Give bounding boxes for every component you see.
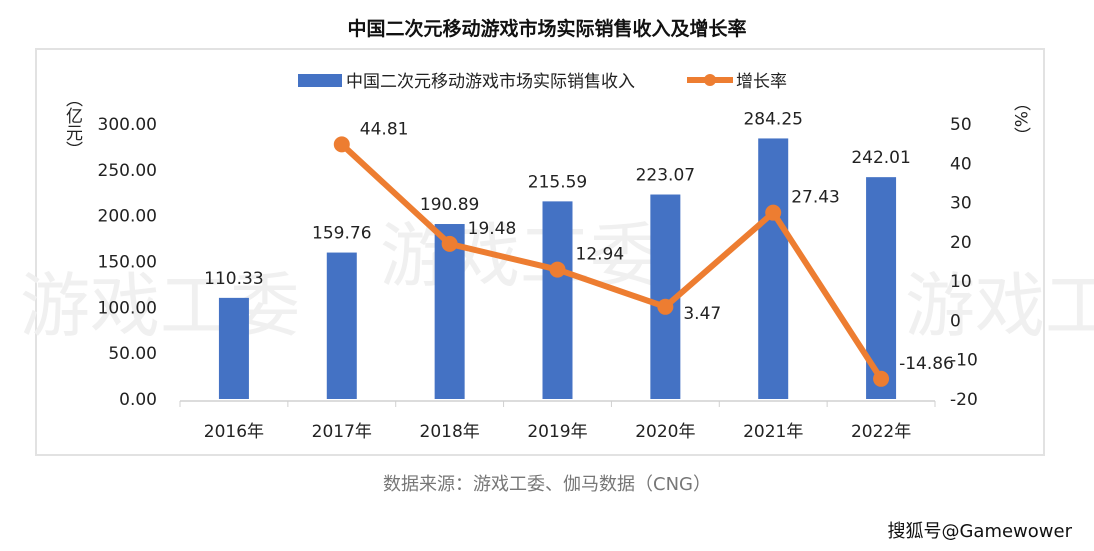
bar: [218, 297, 249, 399]
line-data-label: 27.43: [791, 188, 840, 208]
x-tick-label: 2017年: [312, 422, 372, 442]
line-data-label: 3.47: [683, 304, 721, 324]
x-tick-label: 2018年: [420, 422, 480, 442]
bar: [758, 138, 789, 399]
right-tick-label: 10: [950, 272, 972, 292]
x-tick-label: 2016年: [204, 422, 264, 442]
bar: [326, 252, 357, 399]
bar-data-label: 215.59: [528, 172, 587, 192]
x-tick-label: 2021年: [743, 422, 803, 442]
bar-data-label: 284.25: [743, 109, 802, 129]
right-tick-label: 20: [950, 233, 972, 253]
watermark-text: 游戏工委: [380, 215, 660, 297]
x-tick-label: 2019年: [527, 422, 587, 442]
right-axis-title: （%）: [1010, 94, 1030, 145]
left-tick-label: 200.00: [98, 207, 157, 227]
chart-frame: [35, 48, 1045, 456]
left-tick-label: 50.00: [108, 344, 157, 364]
bar-data-label: 223.07: [636, 166, 695, 186]
bar-data-label: 159.76: [312, 224, 371, 244]
growth-point: [333, 136, 350, 153]
watermark-text: 游戏工委: [905, 265, 1094, 347]
left-tick-label: 0.00: [119, 390, 157, 410]
growth-point: [549, 261, 566, 278]
bar: [434, 224, 465, 399]
bar: [542, 201, 573, 399]
line-data-label: 44.81: [360, 119, 409, 139]
growth-point: [657, 298, 674, 315]
right-tick-label: 30: [950, 194, 972, 214]
right-tick-label: -20: [950, 390, 978, 410]
left-axis-title: （亿元）: [62, 90, 82, 158]
growth-point: [441, 235, 458, 252]
watermark-text: 游戏工委: [20, 265, 300, 347]
left-tick-label: 150.00: [98, 253, 157, 273]
source-note: 数据来源：游戏工委、伽马数据（CNG）: [383, 474, 711, 495]
x-tick-label: 2020年: [635, 422, 695, 442]
line-data-label: 12.94: [576, 245, 625, 265]
left-tick-label: 300.00: [98, 115, 157, 135]
bar-data-label: 190.89: [420, 195, 479, 215]
right-tick-label: -10: [950, 351, 978, 371]
legend-line-label: 增长率: [736, 72, 787, 92]
growth-line: [339, 142, 884, 381]
legend-bar-label: 中国二次元移动游戏市场实际销售收入: [346, 72, 635, 92]
line-data-label: -14.86: [899, 354, 954, 374]
chart-title: 中国二次元移动游戏市场实际销售收入及增长率: [347, 18, 747, 40]
bar-data-label: 242.01: [851, 148, 910, 168]
left-tick-label: 250.00: [98, 161, 157, 181]
left-tick-label: 100.00: [98, 298, 157, 318]
bar-data-label: 110.33: [204, 269, 263, 289]
growth-point: [765, 204, 782, 221]
credit-text: 搜狐号@Gamewower: [887, 521, 1072, 542]
legend-line-marker: [704, 74, 716, 86]
right-tick-label: 0: [950, 311, 961, 331]
x-tick-label: 2022年: [851, 422, 911, 442]
growth-point: [873, 370, 890, 387]
legend-bar-swatch: [298, 74, 342, 87]
line-data-label: 19.48: [468, 219, 517, 239]
right-tick-label: 50: [950, 115, 972, 135]
right-tick-label: 40: [950, 154, 972, 174]
